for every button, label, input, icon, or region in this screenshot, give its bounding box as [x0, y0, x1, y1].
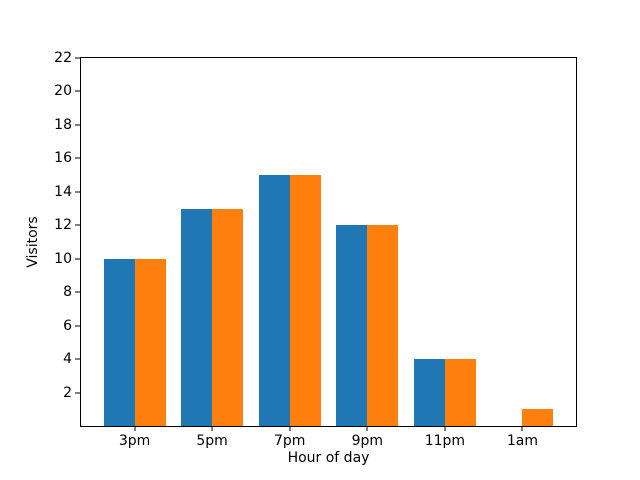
y-tick-mark	[75, 157, 80, 159]
x-axis-label: Hour of day	[287, 450, 370, 466]
x-tick-label: 5pm	[196, 433, 228, 449]
y-tick-label: 12	[54, 217, 72, 234]
x-tick-mark	[289, 426, 291, 431]
bar-series-blue-11pm	[413, 359, 445, 426]
y-tick-label: 14	[54, 183, 72, 200]
y-tick-mark	[75, 191, 80, 193]
x-tick-mark	[366, 426, 368, 431]
x-tick-label: 1am	[506, 433, 539, 449]
x-tick-label: 11pm	[424, 433, 466, 449]
x-tick-mark	[521, 426, 523, 431]
bar-series-orange-3pm	[134, 258, 166, 426]
bar-series-orange-9pm	[367, 225, 399, 426]
bar-series-orange-11pm	[444, 359, 476, 426]
y-tick-label: 10	[54, 250, 72, 267]
y-axis: 2 4 6 8 10 12 14 16 18 20 22	[54, 51, 576, 426]
y-tick-label: 6	[63, 317, 72, 334]
bars-layer	[81, 58, 576, 426]
y-tick-label: 22	[54, 50, 72, 66]
x-tick-mark	[211, 426, 213, 431]
x-tick-mark	[444, 426, 446, 431]
y-tick-label: 18	[54, 116, 72, 133]
bar-series-blue-5pm	[181, 208, 213, 426]
y-tick-mark	[75, 358, 80, 360]
y-tick-label: 16	[54, 150, 72, 167]
bar-series-orange-1am	[522, 409, 554, 426]
plot-area: 2 4 6 8 10 12 14 16 18 20 22 3pm 5pm 7pm 9pm 11pm 1am	[54, 51, 577, 448]
bar-series-blue-7pm	[258, 175, 290, 426]
bar-series-blue-3pm	[103, 258, 135, 426]
bar-series-blue-9pm	[336, 225, 368, 426]
y-tick-mark	[75, 291, 80, 293]
y-tick-mark	[75, 57, 80, 59]
y-tick-mark	[75, 258, 80, 260]
y-tick-label: 2	[63, 384, 72, 401]
x-tick-label: 9pm	[351, 433, 383, 449]
y-tick-label: 8	[63, 284, 72, 301]
y-tick-mark	[75, 392, 80, 394]
bar-series-orange-7pm	[289, 175, 321, 426]
bar-series-orange-5pm	[212, 208, 244, 426]
y-tick-mark	[75, 224, 80, 226]
x-tick-mark	[134, 426, 136, 431]
x-tick-label: 3pm	[118, 433, 151, 449]
y-tick-mark	[75, 325, 80, 327]
y-tick-label: 4	[63, 351, 72, 368]
y-axis-label: Visitors	[25, 216, 41, 268]
y-tick-mark	[75, 124, 80, 126]
y-tick-mark	[75, 90, 80, 92]
x-axis: 3pm 5pm 7pm 9pm 11pm 1am	[81, 58, 576, 448]
x-tick-label: 7pm	[273, 433, 306, 449]
y-tick-label: 20	[54, 83, 72, 100]
